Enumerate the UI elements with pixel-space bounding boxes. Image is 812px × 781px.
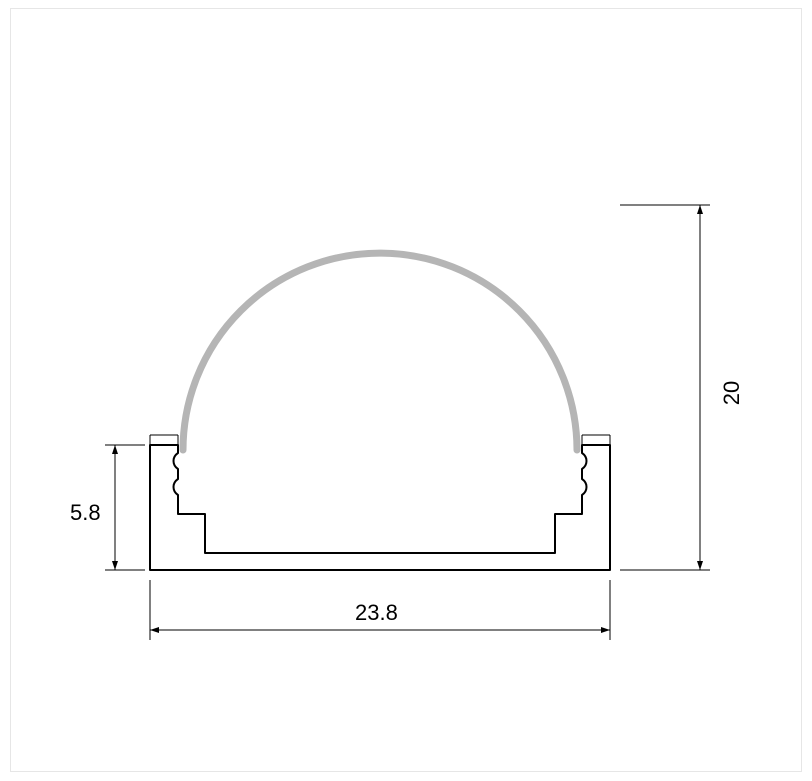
dimension-total-height-label: 20 [719, 381, 745, 405]
dimension-channel-height-label: 5.8 [70, 500, 101, 526]
profile-cross-section [0, 0, 812, 781]
dimension-width-label: 23.8 [355, 600, 398, 626]
technical-drawing: 23.8 5.8 20 [0, 0, 812, 781]
